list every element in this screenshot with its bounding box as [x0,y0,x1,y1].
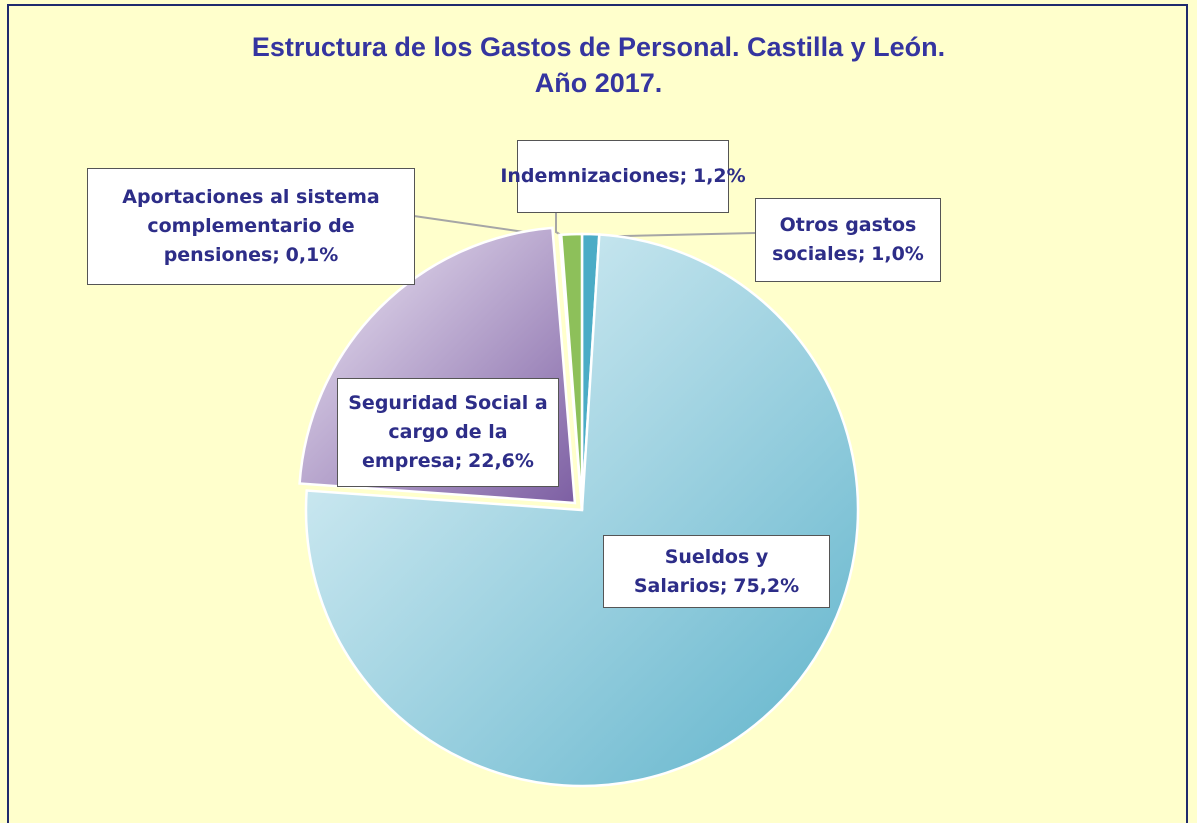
data-label: Seguridad Social a cargo de la empresa; 2… [337,378,559,487]
pie-slice [559,232,584,511]
value-label: 22,6% [468,450,534,472]
data-label: Aportaciones al sistema complementario d… [87,168,415,285]
label-text: Seguridad Social a cargo de la empresa; 2… [344,389,552,476]
pie [298,226,860,788]
category-label: Indemnizaciones; [500,165,688,187]
value-label: 0,1% [285,244,339,266]
value-label: 1,0% [871,243,924,265]
label-text: Aportaciones al sistema complementario d… [94,183,408,270]
label-text: Indemnizaciones; 1,2% [500,162,745,191]
chart-subtitle: Año 2017. [534,68,663,98]
value-label: 75,2% [733,574,800,597]
data-label: Sueldos y Salarios; 75,2% [603,535,830,608]
data-label: Otros gastos sociales; 1,0% [755,198,941,282]
category-label: Aportaciones al sistema complementario d… [122,186,380,266]
frame [7,4,1188,823]
category-label: Sueldos y Salarios; [633,545,769,597]
value-label: 1,2% [692,165,746,187]
category-label: Otros gastos sociales; [772,214,917,265]
data-label: Indemnizaciones; 1,2% [500,140,746,213]
label-text: Otros gastos sociales; 1,0% [762,211,934,269]
category-label: Seguridad Social a cargo de la empresa; [348,392,548,472]
chart-title: Estructura de los Gastos de Personal. Ca… [251,32,946,62]
label-text: Sueldos y Salarios; 75,2% [610,543,823,601]
pie-slice [304,233,860,788]
